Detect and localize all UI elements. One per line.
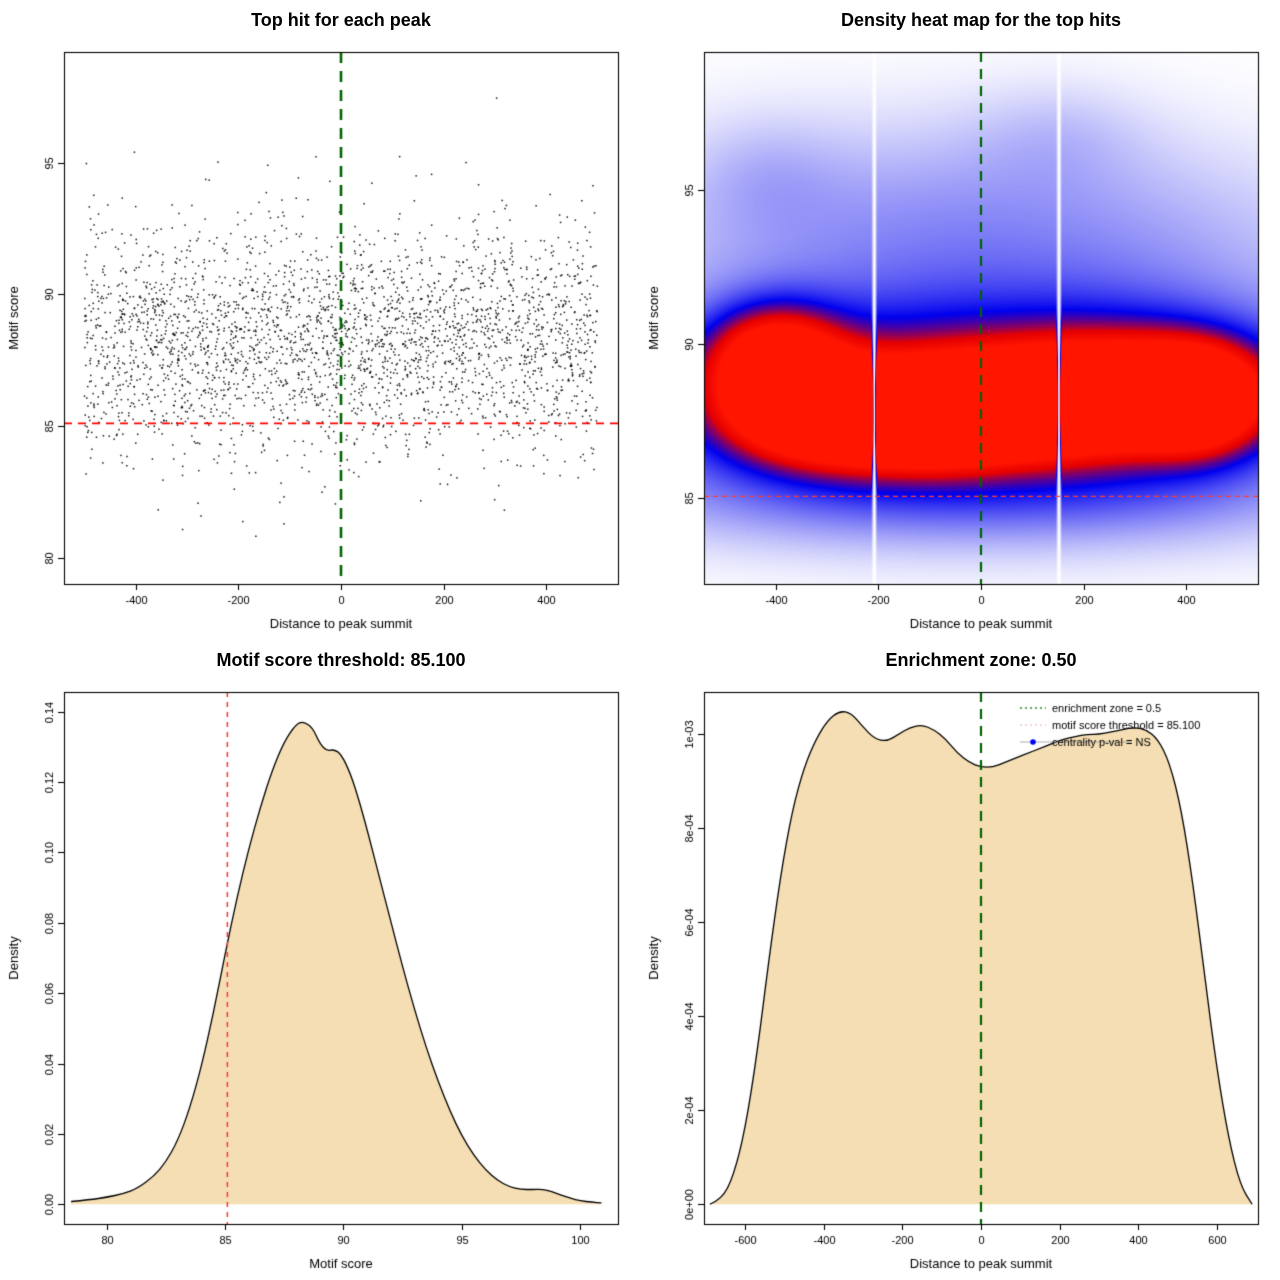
heatmap-plot-canvas xyxy=(640,40,1280,640)
panel-top-hit-scatter: Top hit for each peak xyxy=(0,0,640,640)
chart-title-top-hit: Top hit for each peak xyxy=(251,9,431,30)
chart-title-heatmap: Density heat map for the top hits xyxy=(840,9,1122,30)
chart-title-enrichment-zone: Enrichment zone: 0.50 xyxy=(885,649,1077,670)
score-density-plot-canvas xyxy=(0,680,640,1280)
panel-density-heatmap: Density heat map for the top hits xyxy=(640,0,1280,640)
panel-score-density: Motif score threshold: 85.100 xyxy=(0,640,640,1280)
enrichment-density-plot-canvas xyxy=(640,680,1280,1280)
chart-title-score-threshold: Motif score threshold: 85.100 xyxy=(216,649,466,670)
panel-enrichment-zone: Enrichment zone: 0.50 xyxy=(640,640,1280,1280)
scatter-plot-canvas xyxy=(0,40,640,640)
